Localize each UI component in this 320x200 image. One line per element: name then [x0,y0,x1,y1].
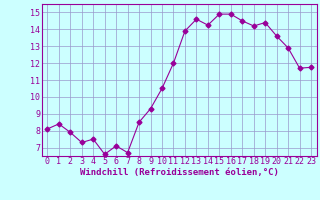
X-axis label: Windchill (Refroidissement éolien,°C): Windchill (Refroidissement éolien,°C) [80,168,279,177]
